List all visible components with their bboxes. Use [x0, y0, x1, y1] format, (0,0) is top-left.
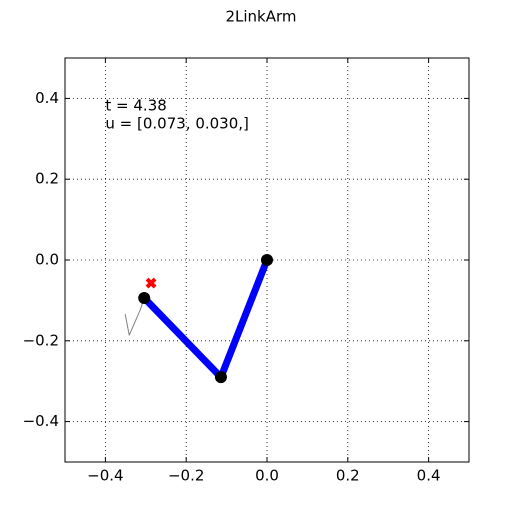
joint-marker — [214, 371, 227, 384]
plot-frame — [64, 57, 470, 463]
x-tick-label: −0.4 — [87, 467, 123, 485]
series-line — [124, 297, 145, 336]
y-tick-label: −0.2 — [23, 331, 59, 349]
joint-marker — [261, 254, 273, 266]
joint-marker — [138, 291, 151, 304]
annotation: t = 4.38 — [105, 97, 166, 115]
x-tick-label: −0.2 — [168, 467, 204, 485]
y-tick-label: 0.4 — [35, 89, 59, 107]
x-tick-label: 0.2 — [336, 467, 360, 485]
y-tick-label: 0.0 — [35, 251, 59, 269]
target-marker — [145, 277, 157, 289]
y-tick-label: 0.2 — [35, 170, 59, 188]
x-tick-label: 0.0 — [255, 467, 279, 485]
annotation: u = [0.073, 0.030,] — [105, 115, 249, 133]
y-tick-label: −0.4 — [23, 412, 59, 430]
chart-title: 2LinkArm — [225, 8, 296, 26]
x-tick-label: 0.4 — [417, 467, 441, 485]
